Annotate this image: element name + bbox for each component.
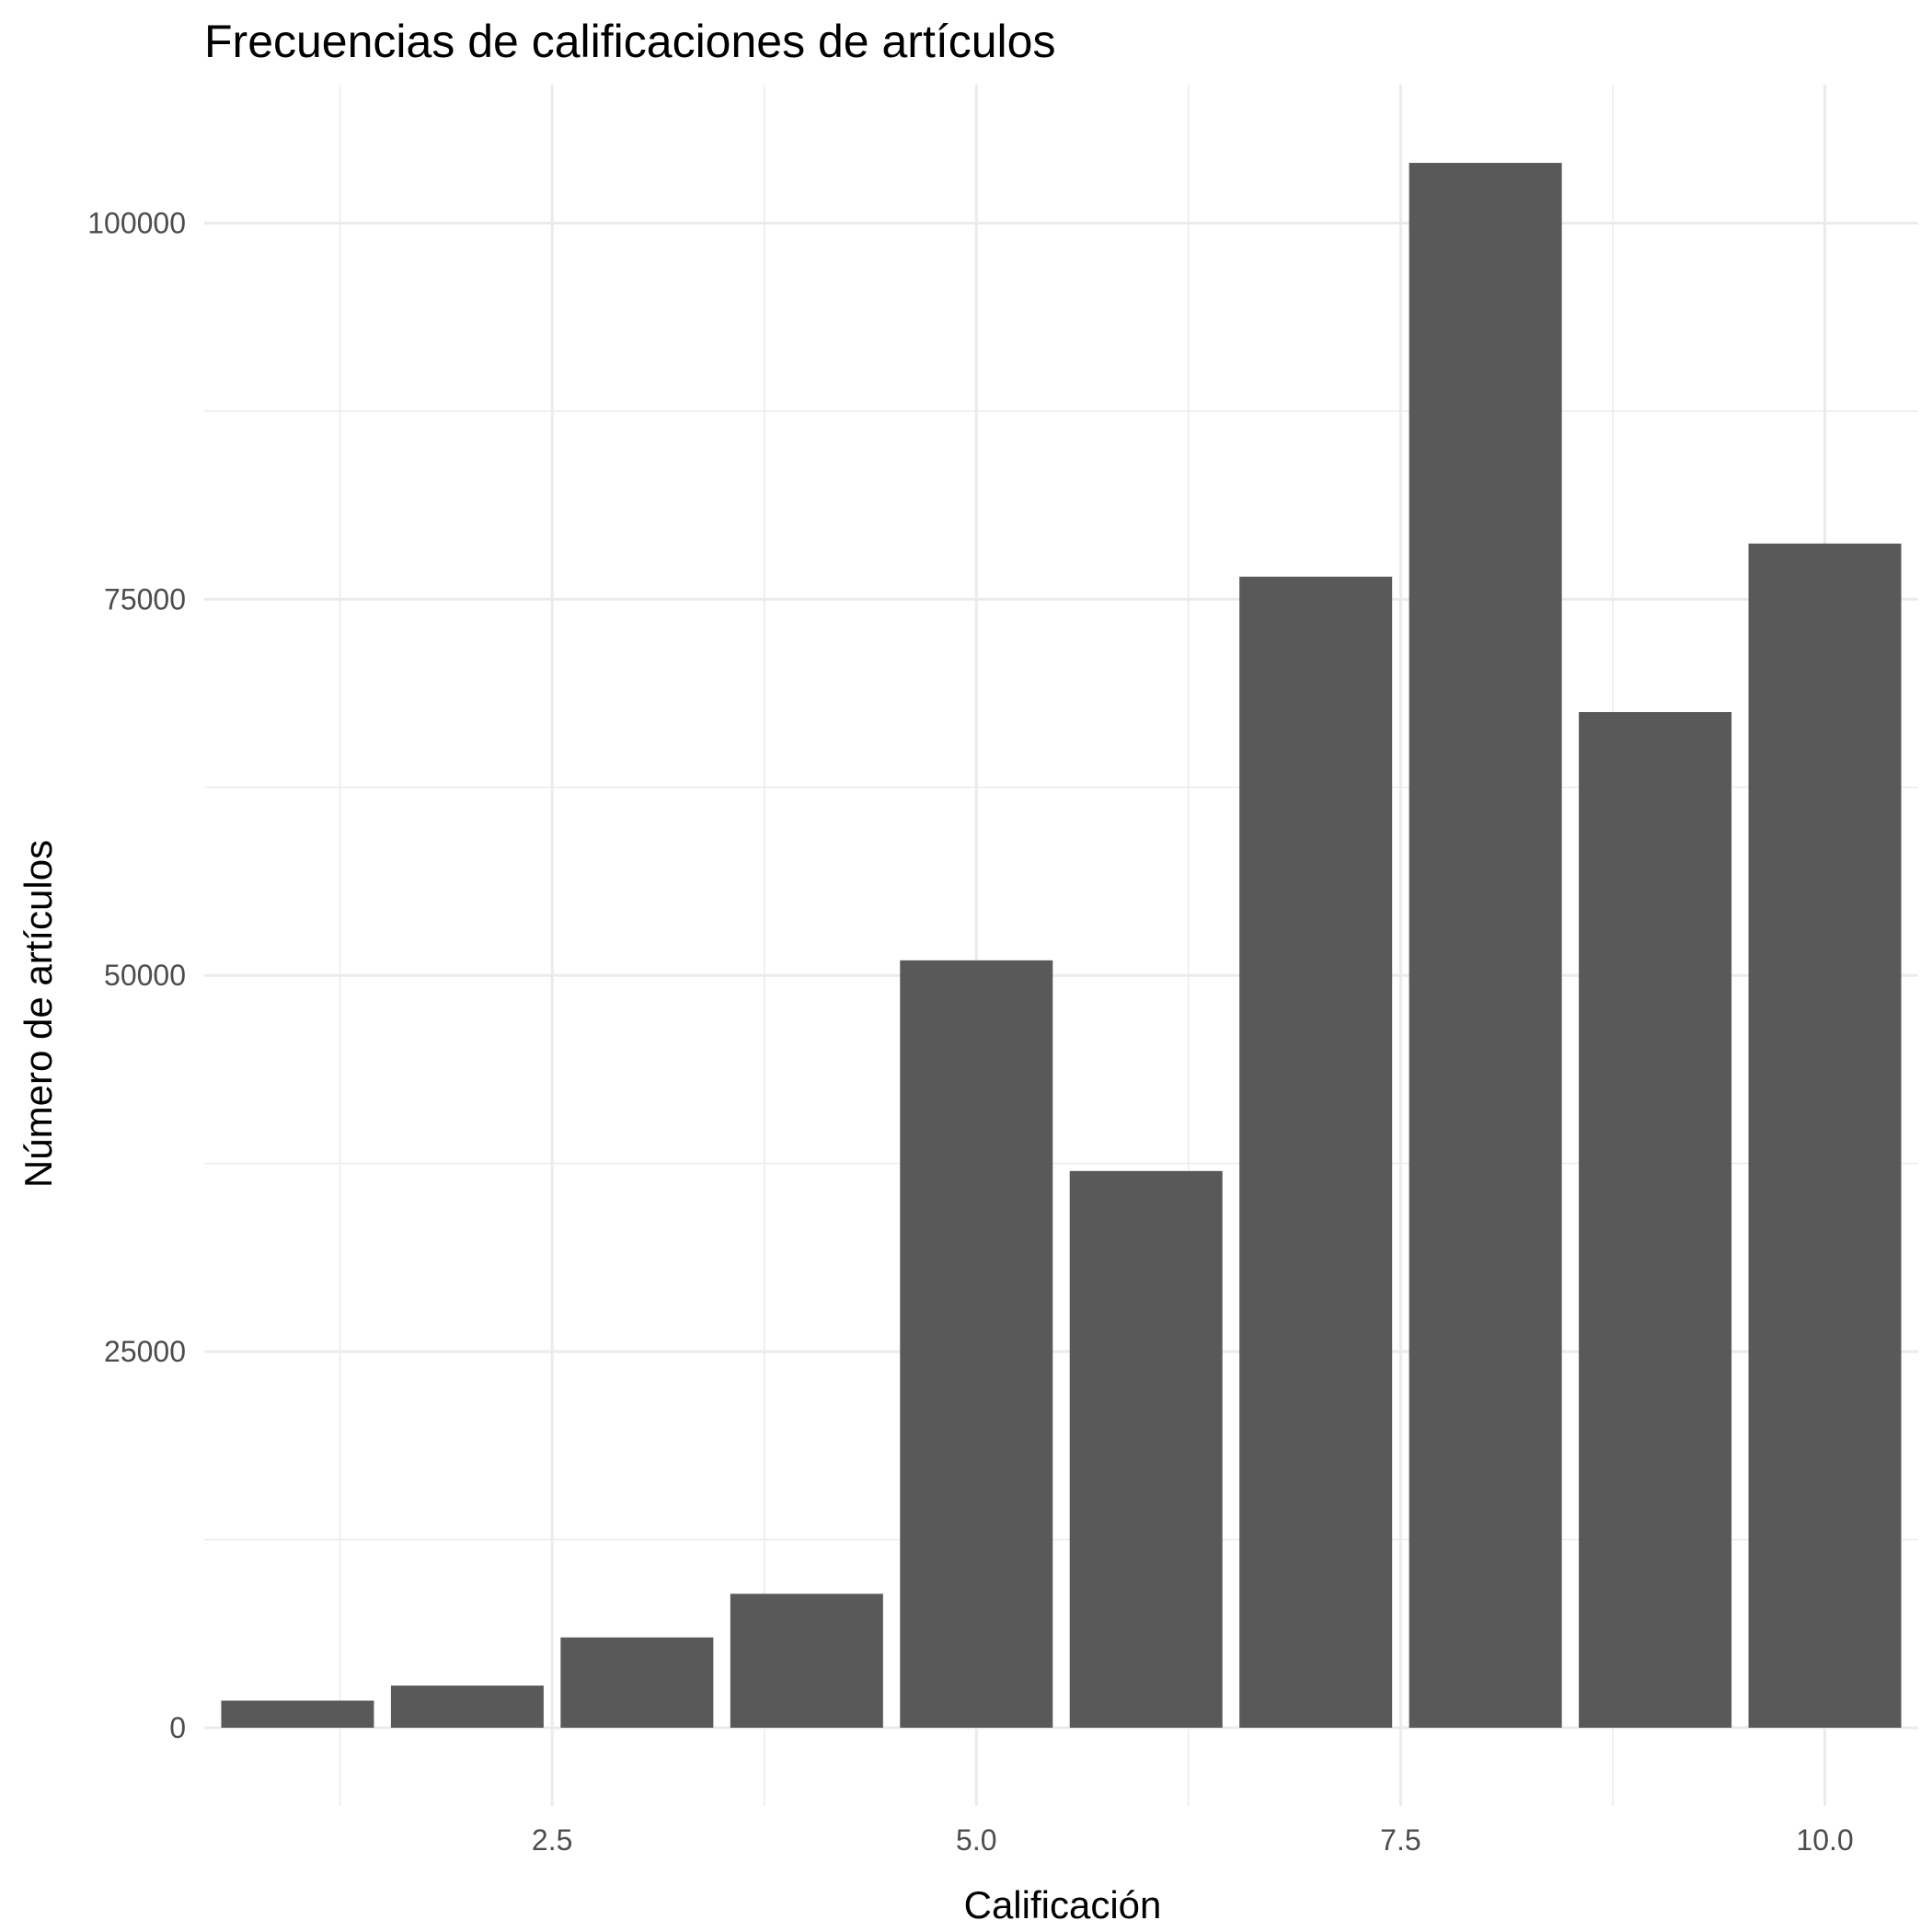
bar	[1239, 576, 1393, 1728]
bar	[560, 1637, 714, 1728]
bar	[1579, 711, 1732, 1728]
bar	[1748, 543, 1902, 1728]
x-tick-label: 7.5	[1380, 1823, 1420, 1857]
y-axis-tick-labels: 0 25000 50000 75000 100000	[87, 206, 186, 1743]
y-tick-label: 25000	[104, 1335, 186, 1368]
bar	[221, 1700, 374, 1728]
bar	[900, 960, 1053, 1728]
x-axis-title: Calificación	[964, 1883, 1162, 1926]
chart-title: Frecuencias de calificaciones de artícul…	[204, 16, 1055, 67]
bar	[390, 1685, 544, 1728]
x-axis-tick-labels: 2.5 5.0 7.5 10.0	[532, 1823, 1854, 1857]
x-tick-label: 10.0	[1796, 1823, 1853, 1857]
bar	[730, 1593, 883, 1728]
bars	[221, 163, 1902, 1728]
x-tick-label: 2.5	[532, 1823, 572, 1857]
bar	[1409, 163, 1562, 1728]
y-tick-label: 0	[169, 1711, 186, 1744]
y-axis-title: Número de artículos	[17, 840, 60, 1188]
minor-gridlines	[204, 85, 1918, 1806]
bar	[1069, 1170, 1223, 1728]
y-tick-label: 50000	[104, 959, 186, 992]
y-tick-label: 100000	[87, 206, 186, 239]
y-tick-label: 75000	[104, 582, 186, 615]
x-tick-label: 5.0	[956, 1823, 996, 1857]
